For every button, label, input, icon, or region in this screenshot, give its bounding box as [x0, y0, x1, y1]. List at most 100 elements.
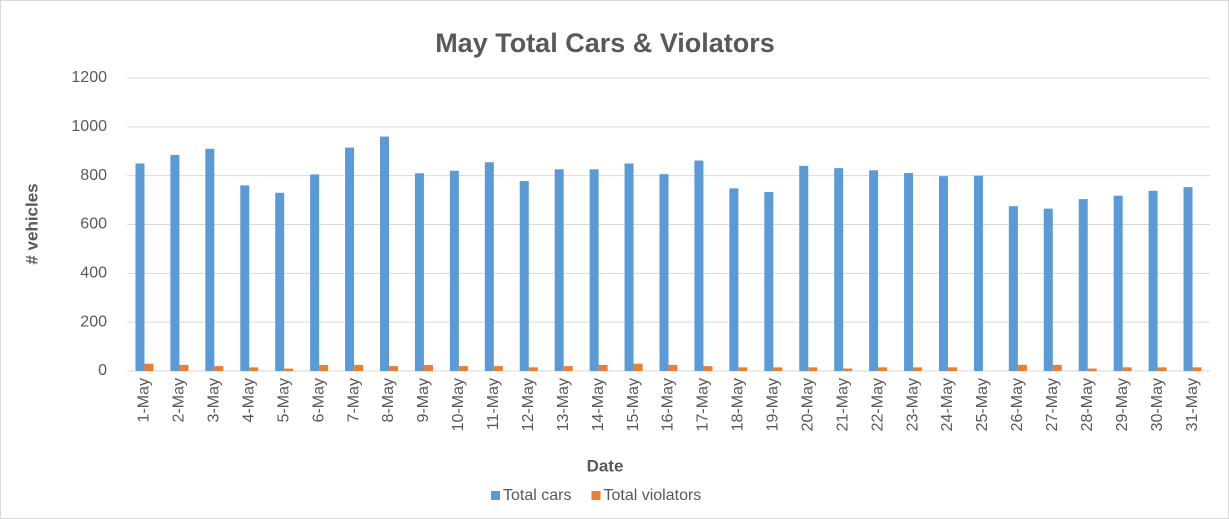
x-tick-label: 29-May: [1114, 378, 1131, 431]
x-tick-label: 8-May: [380, 378, 397, 422]
bar: [947, 367, 957, 371]
bar: [738, 367, 748, 371]
bar: [423, 364, 433, 371]
bar: [170, 154, 180, 371]
x-tick-label: 7-May: [345, 378, 362, 422]
x-tick-label: 17-May: [695, 378, 712, 431]
bar: [275, 192, 285, 371]
bar: [633, 363, 643, 371]
x-tick-label: 28-May: [1079, 378, 1096, 431]
bar: [1078, 199, 1088, 371]
bar: [458, 366, 468, 371]
bar: [249, 367, 259, 371]
bar: [799, 165, 809, 371]
bar: [310, 174, 320, 371]
bar: [449, 170, 459, 371]
x-tick-label: 23-May: [904, 378, 921, 431]
bar: [1122, 367, 1132, 371]
bar: [345, 147, 355, 371]
bar: [624, 163, 634, 371]
x-tick-label: 26-May: [1009, 378, 1026, 431]
x-tick-label: 19-May: [765, 378, 782, 431]
y-tick-label: 600: [80, 216, 107, 233]
x-tick-label: 31-May: [1184, 378, 1201, 431]
bar: [135, 163, 145, 371]
bar: [729, 188, 739, 371]
bar: [773, 367, 783, 371]
legend-swatch: [591, 491, 601, 500]
x-tick-label: 18-May: [730, 378, 747, 431]
bar: [1043, 208, 1053, 371]
chart-title: May Total Cars & Violators: [435, 28, 775, 58]
x-tick-label: 24-May: [939, 378, 956, 431]
bar: [214, 366, 224, 371]
bar: [144, 363, 154, 371]
bar: [414, 173, 424, 371]
bar: [554, 169, 564, 371]
x-tick-label: 12-May: [520, 378, 537, 431]
bar: [179, 364, 189, 371]
x-tick-label: 5-May: [275, 378, 292, 422]
bar: [319, 364, 329, 371]
bar: [808, 367, 818, 371]
x-tick-label: 2-May: [171, 378, 188, 422]
x-tick-label: 14-May: [590, 378, 607, 431]
bar: [1087, 368, 1097, 371]
legend-swatch: [491, 491, 500, 500]
bar: [528, 367, 538, 371]
bar: [1157, 367, 1167, 371]
x-tick-label: 9-May: [415, 378, 432, 422]
bar: [1052, 364, 1062, 371]
bar: [1008, 206, 1018, 371]
y-tick-label: 1000: [71, 118, 107, 135]
bar: [589, 169, 599, 371]
x-tick-label: 30-May: [1149, 378, 1166, 431]
x-axis-label: Date: [587, 456, 624, 475]
bar: [354, 364, 364, 371]
x-tick-label: 20-May: [799, 378, 816, 431]
bar: [913, 367, 923, 371]
bar: [668, 364, 678, 371]
bar: [1113, 195, 1123, 371]
x-tick-label: 21-May: [834, 378, 851, 431]
bar: [1148, 190, 1158, 371]
bar: [284, 368, 294, 371]
bar: [563, 366, 573, 371]
bar: [484, 162, 494, 371]
bar: [1017, 364, 1027, 371]
y-tick-label: 800: [80, 167, 107, 184]
x-tick-label: 25-May: [974, 378, 991, 431]
bar: [938, 176, 948, 371]
bar: [834, 168, 844, 371]
x-tick-label: 13-May: [555, 378, 572, 431]
x-tick-label: 6-May: [310, 378, 327, 422]
x-tick-label: 27-May: [1044, 378, 1061, 431]
x-tick-label: 10-May: [450, 378, 467, 431]
bar: [240, 185, 250, 371]
bar: [389, 366, 399, 371]
y-tick-label: 0: [98, 362, 107, 379]
bar: [869, 170, 879, 371]
x-tick-label: 3-May: [206, 378, 223, 422]
bar: [764, 192, 774, 371]
x-tick-label: 11-May: [485, 378, 502, 430]
legend-label: Total cars: [503, 487, 571, 504]
bar: [1192, 367, 1202, 371]
bar: [703, 366, 713, 371]
y-tick-label: 200: [80, 313, 107, 330]
bar: [973, 175, 983, 371]
bar: [694, 160, 704, 371]
y-tick-label: 400: [80, 265, 107, 282]
x-tick-label: 4-May: [240, 378, 257, 422]
x-tick-label: 16-May: [660, 378, 677, 431]
bar: [380, 136, 390, 371]
bar: [598, 364, 608, 371]
bar: [1183, 187, 1193, 371]
bar: [843, 368, 853, 371]
x-tick-label: 15-May: [625, 378, 642, 431]
bar: [205, 148, 215, 371]
x-tick-label: 22-May: [869, 378, 886, 431]
bar: [519, 181, 529, 371]
